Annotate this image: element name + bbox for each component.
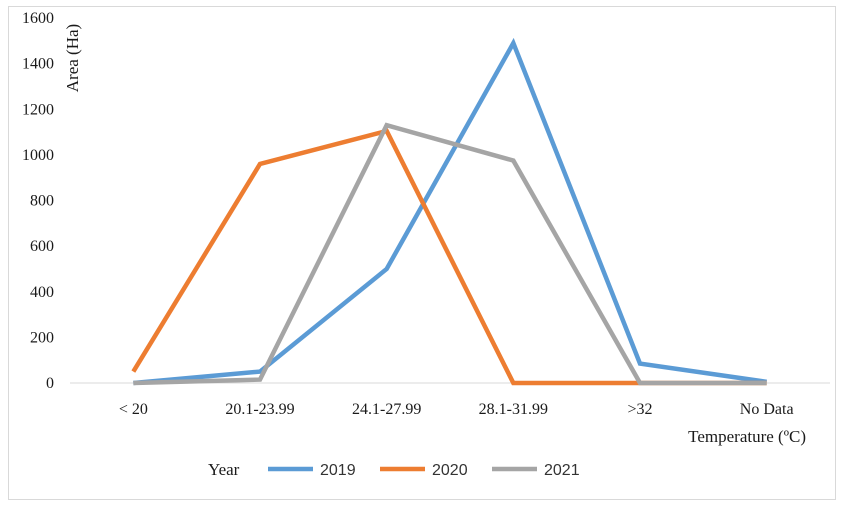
x-tick-label: 24.1-27.99 (352, 401, 421, 418)
y-tick-label: 1400 (22, 56, 54, 73)
y-tick-label: 1600 (22, 10, 54, 27)
y-axis-title: Area (Ha) (63, 24, 82, 92)
legend-label-2020: 2020 (432, 462, 468, 479)
legend-label-2021: 2021 (544, 462, 580, 479)
y-tick-label: 1200 (22, 101, 54, 118)
x-tick-label: 28.1-31.99 (479, 401, 548, 418)
legend-title: Year (208, 460, 240, 479)
x-axis-title: Temperature (ºC) (688, 427, 806, 446)
legend-label-2019: 2019 (320, 462, 356, 479)
series-line-2021 (133, 122, 767, 386)
series-lines (131, 37, 767, 386)
y-tick-label: 1000 (22, 147, 54, 164)
y-tick-labels: 0 200 400 600 800 1000 1200 1400 1600 (22, 10, 54, 392)
x-tick-label: < 20 (119, 401, 148, 418)
series-line-2019 (133, 37, 767, 386)
legend: Year 2019 2020 2021 (208, 460, 580, 479)
x-tick-label: No Data (740, 401, 794, 418)
y-tick-label: 200 (30, 329, 54, 346)
y-tick-label: 600 (30, 238, 54, 255)
y-tick-label: 800 (30, 193, 54, 210)
y-tick-label: 400 (30, 284, 54, 301)
x-tick-label: >32 (627, 401, 652, 418)
series-line-2020 (131, 128, 767, 386)
chart-frame (8, 6, 836, 500)
y-tick-label: 0 (46, 375, 54, 392)
x-tick-labels: < 20 20.1-23.99 24.1-27.99 28.1-31.99 >32 No … (119, 401, 794, 418)
x-tick-label: 20.1-23.99 (225, 401, 294, 418)
